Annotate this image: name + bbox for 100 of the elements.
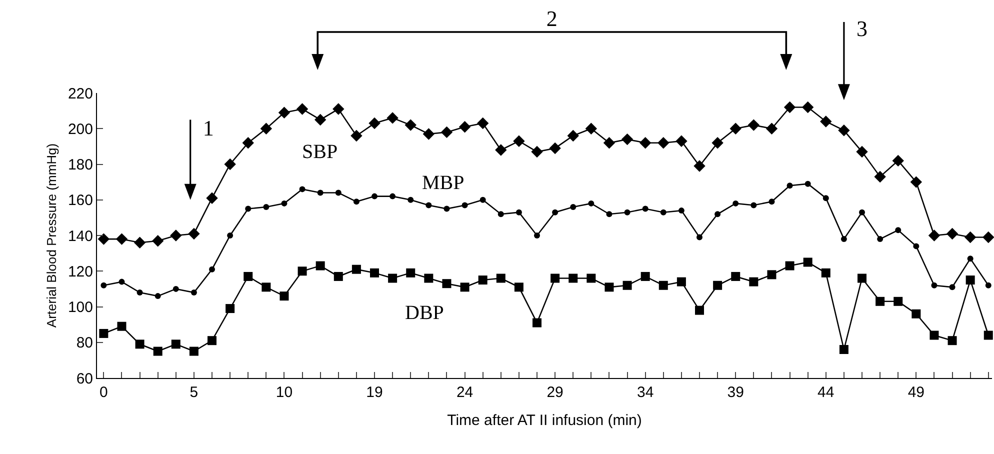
point bbox=[982, 231, 994, 244]
point bbox=[534, 232, 540, 238]
point bbox=[242, 137, 254, 149]
point bbox=[532, 318, 542, 328]
point bbox=[316, 261, 325, 270]
point bbox=[928, 230, 940, 242]
point bbox=[118, 278, 125, 285]
point bbox=[858, 274, 866, 283]
point bbox=[209, 266, 216, 272]
point bbox=[404, 119, 416, 131]
point bbox=[767, 270, 776, 280]
series-label: DBP bbox=[405, 302, 444, 324]
point bbox=[966, 276, 975, 285]
point bbox=[712, 137, 724, 149]
x-tick-label: 39 bbox=[727, 384, 744, 401]
x-axis-title: Time after AT II infusion (min) bbox=[447, 412, 642, 429]
point bbox=[840, 236, 847, 242]
y-tick-label: 100 bbox=[68, 299, 93, 316]
point bbox=[714, 211, 721, 218]
point bbox=[152, 234, 164, 247]
point bbox=[786, 182, 793, 189]
point bbox=[498, 211, 504, 218]
point bbox=[153, 346, 162, 356]
point bbox=[694, 160, 706, 172]
point bbox=[603, 137, 616, 149]
point bbox=[189, 346, 198, 356]
y-tick-label: 180 bbox=[68, 156, 93, 174]
text: 2 bbox=[546, 6, 558, 31]
point bbox=[785, 261, 794, 270]
y-tick-label: 140 bbox=[68, 228, 93, 245]
point bbox=[964, 231, 976, 244]
point bbox=[894, 296, 903, 306]
point bbox=[946, 228, 958, 240]
point bbox=[332, 103, 344, 115]
point bbox=[856, 146, 868, 158]
text: 3 bbox=[856, 16, 868, 41]
point bbox=[676, 277, 686, 286]
point bbox=[586, 274, 596, 283]
point bbox=[931, 282, 938, 288]
point bbox=[296, 103, 308, 115]
point bbox=[821, 268, 830, 278]
point bbox=[513, 135, 525, 147]
point bbox=[98, 233, 110, 245]
point bbox=[660, 209, 666, 216]
point bbox=[245, 206, 252, 212]
point bbox=[388, 274, 398, 283]
point bbox=[967, 256, 974, 262]
point bbox=[640, 272, 650, 281]
point bbox=[460, 282, 470, 292]
point bbox=[622, 280, 632, 290]
point bbox=[390, 193, 396, 200]
point bbox=[352, 264, 361, 274]
point bbox=[732, 200, 739, 206]
point bbox=[874, 170, 886, 183]
point bbox=[695, 306, 704, 315]
point bbox=[171, 340, 180, 349]
x-tick-label: 0 bbox=[100, 384, 108, 401]
point bbox=[154, 293, 161, 300]
point bbox=[713, 280, 722, 290]
point bbox=[948, 336, 957, 346]
point bbox=[550, 274, 560, 283]
point bbox=[696, 234, 702, 240]
point bbox=[822, 195, 829, 202]
point bbox=[172, 286, 179, 292]
x-tick-label: 34 bbox=[636, 384, 654, 401]
point bbox=[621, 133, 634, 146]
point bbox=[750, 202, 757, 208]
point bbox=[766, 122, 778, 134]
x-tick-label: 19 bbox=[366, 384, 383, 401]
point bbox=[278, 106, 290, 118]
point bbox=[639, 137, 652, 149]
point bbox=[444, 206, 450, 212]
point bbox=[188, 228, 200, 240]
point bbox=[930, 330, 939, 340]
point bbox=[334, 272, 343, 281]
y-tick-label: 120 bbox=[68, 263, 93, 280]
point bbox=[426, 202, 432, 208]
point bbox=[676, 135, 688, 147]
point bbox=[206, 192, 218, 204]
point bbox=[768, 198, 775, 205]
point bbox=[496, 274, 506, 283]
point bbox=[208, 336, 217, 346]
point bbox=[476, 117, 489, 130]
point bbox=[748, 119, 760, 131]
y-tick-label: 160 bbox=[68, 192, 93, 210]
point bbox=[549, 142, 561, 154]
x-tick-label: 10 bbox=[276, 384, 293, 401]
point bbox=[568, 274, 578, 283]
point bbox=[803, 258, 812, 267]
x-tick-label: 44 bbox=[818, 384, 834, 401]
point bbox=[585, 122, 598, 134]
point bbox=[280, 292, 289, 301]
point bbox=[134, 236, 146, 248]
point bbox=[859, 209, 865, 216]
point bbox=[372, 193, 378, 200]
point bbox=[100, 282, 107, 288]
point bbox=[99, 328, 108, 338]
y-tick-label: 220 bbox=[68, 85, 93, 102]
point bbox=[244, 272, 253, 281]
point bbox=[984, 330, 993, 340]
